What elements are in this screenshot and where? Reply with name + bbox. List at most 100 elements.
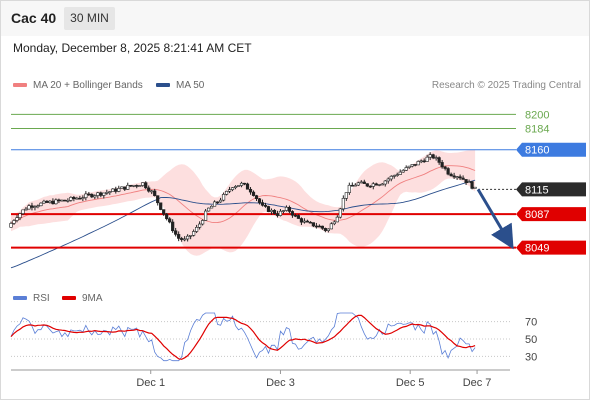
candle-body [377, 184, 381, 186]
rsi-tick-50: 50 [525, 334, 537, 346]
candle-body [72, 196, 76, 199]
candle-body [84, 193, 88, 198]
candle-body [413, 164, 417, 166]
price-pane: 8200 8184 8160 8115 8087 8049 [9, 109, 586, 269]
candle-body [177, 234, 181, 239]
candle-body [66, 200, 70, 202]
rsi-ma-swatch [62, 296, 76, 301]
level-label-8115: 8115 [525, 184, 549, 196]
candle-body [410, 164, 414, 167]
candle-body [123, 186, 127, 190]
candle-body [467, 181, 471, 184]
candle-body [162, 209, 166, 215]
candle-body [383, 180, 387, 185]
candle-body [21, 209, 25, 214]
candle-body [242, 182, 247, 185]
candle-body [165, 213, 169, 220]
rsi-ma-line [10, 314, 476, 360]
candle-body [51, 200, 55, 205]
candle-body [389, 175, 393, 180]
level-label-8160: 8160 [525, 145, 549, 157]
candle-body [120, 186, 124, 189]
rsi-line [10, 312, 476, 362]
candle-body [63, 199, 67, 202]
candle-body [201, 220, 205, 225]
candle-body [278, 210, 283, 216]
rsi-tick-70: 70 [525, 317, 537, 329]
timeframe-button[interactable]: 30 MIN [64, 7, 115, 30]
candle-body [209, 205, 214, 209]
candle-body [461, 177, 465, 180]
candle-body [446, 168, 450, 175]
candle-body [12, 220, 16, 224]
candle-body [105, 192, 109, 194]
candle-body [54, 199, 58, 205]
time-tick-label: Dec 5 [396, 377, 425, 389]
candle-body [386, 178, 390, 182]
candle-body [248, 188, 253, 193]
candle-body [302, 220, 307, 223]
candle-body [195, 227, 199, 232]
candle-body [458, 176, 462, 179]
candle-body [434, 157, 438, 159]
candle-body [147, 187, 151, 192]
chart-header: Cac 40 30 MIN [0, 0, 590, 36]
candle-body [260, 202, 265, 206]
candle-body [132, 185, 136, 187]
candle-body [395, 174, 399, 176]
candle-body [374, 183, 378, 186]
candle-body [111, 188, 115, 192]
candle-body [224, 190, 229, 195]
candle-body [204, 210, 208, 221]
research-credit: Research © 2025 Trading Central [431, 80, 581, 91]
candle-body [347, 184, 351, 193]
level-label-8184: 8184 [525, 124, 549, 136]
candle-body [338, 208, 342, 218]
candle-body [78, 197, 82, 200]
candle-body [212, 201, 217, 207]
candle-body [189, 234, 193, 237]
candle-body [144, 182, 148, 189]
candle-body [168, 218, 172, 223]
candle-body [48, 200, 52, 203]
candle-body [464, 179, 468, 184]
candle-body [362, 181, 366, 184]
candle-body [296, 215, 301, 219]
candle-body [156, 195, 160, 204]
candle-body [245, 183, 250, 190]
candle-body [93, 195, 97, 198]
rsi-pane: 70 50 30 [10, 312, 537, 363]
legend-bollinger-label: MA 20 + Bollinger Bands [33, 80, 143, 91]
candle-body [198, 223, 202, 228]
legend-bollinger: MA 20 + Bollinger Bands [13, 80, 143, 91]
level-tag-8087 [516, 207, 586, 222]
candle-body [150, 190, 154, 193]
candle-body [174, 230, 178, 235]
legend-rsi-label: RSI [33, 293, 50, 304]
candle-body [323, 228, 327, 231]
candle-body [81, 197, 85, 199]
candle-body [69, 196, 73, 201]
candle-body [233, 186, 238, 188]
candle-body [186, 235, 190, 240]
rsi-tick-30: 30 [525, 351, 537, 363]
time-tick-label: Dec 1 [136, 377, 165, 389]
ma50-line [10, 179, 476, 269]
candle-body [75, 197, 79, 200]
level-tag-8049 [516, 240, 586, 255]
candle-body [470, 181, 474, 189]
legend-rsi: RSI [13, 293, 50, 304]
candle-body [440, 162, 444, 168]
candle-body [153, 190, 157, 196]
candle-body [350, 184, 354, 187]
candle-body [251, 191, 256, 196]
instrument-title: Cac 40 [11, 10, 57, 26]
candle-body [99, 192, 103, 196]
chart-datetime: Monday, December 8, 2025 8:21:41 AM CET [13, 41, 252, 55]
level-label-8087: 8087 [525, 209, 549, 221]
candle-body [419, 160, 423, 163]
candle-body [180, 238, 184, 240]
candle-body [27, 205, 31, 210]
candle-body [353, 184, 357, 187]
